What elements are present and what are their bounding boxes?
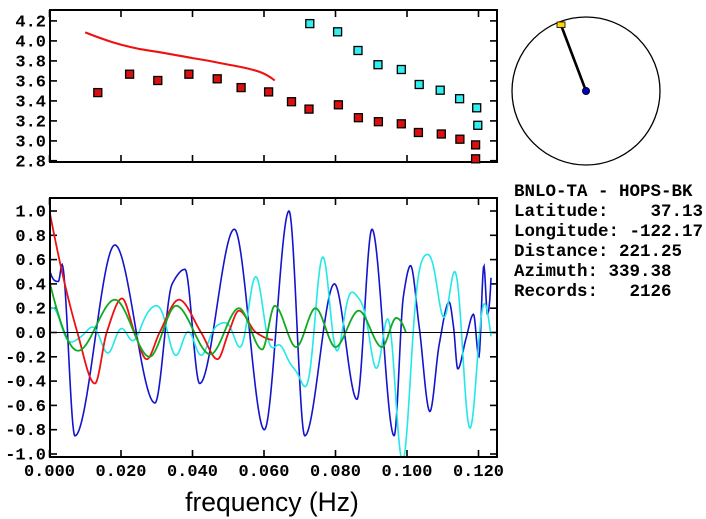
svg-text:-0.6: -0.6 (5, 398, 46, 417)
svg-text:0.040: 0.040 (167, 463, 218, 482)
svg-text:Longitude: -122.17: Longitude: -122.17 (514, 222, 703, 242)
svg-text:Latitude: 37.13: Latitude: 37.13 (514, 202, 703, 222)
svg-text:0.060: 0.060 (238, 463, 289, 482)
svg-text:3.2: 3.2 (15, 114, 46, 133)
svg-text:-0.2: -0.2 (5, 349, 46, 368)
svg-text:3.6: 3.6 (15, 74, 46, 93)
svg-text:3.4: 3.4 (15, 94, 46, 113)
svg-text:frequency (Hz): frequency (Hz) (185, 487, 359, 517)
svg-text:0.0: 0.0 (15, 325, 46, 344)
svg-text:0.8: 0.8 (15, 228, 46, 247)
svg-text:1.0: 1.0 (15, 204, 46, 223)
svg-text:3.8: 3.8 (15, 54, 46, 73)
svg-text:0.120: 0.120 (453, 463, 504, 482)
svg-text:0.2: 0.2 (15, 301, 46, 320)
svg-text:Azimuth: 339.38: Azimuth: 339.38 (514, 262, 672, 282)
svg-text:BNLO-TA - HOPS-BK: BNLO-TA - HOPS-BK (514, 182, 693, 202)
svg-text:0.6: 0.6 (15, 252, 46, 271)
svg-text:0.020: 0.020 (95, 463, 146, 482)
svg-text:-0.4: -0.4 (5, 374, 46, 393)
svg-text:3.0: 3.0 (15, 134, 46, 153)
svg-text:-0.8: -0.8 (5, 422, 46, 441)
svg-text:0.000: 0.000 (24, 463, 75, 482)
svg-text:0.4: 0.4 (15, 276, 46, 295)
svg-text:Records: 2126: Records: 2126 (514, 282, 672, 302)
svg-text:4.0: 4.0 (15, 34, 46, 53)
svg-text:2.8: 2.8 (15, 153, 46, 172)
svg-text:4.2: 4.2 (15, 14, 46, 33)
svg-text:Distance: 221.25: Distance: 221.25 (514, 242, 682, 262)
svg-text:0.100: 0.100 (381, 463, 432, 482)
svg-text:0.080: 0.080 (310, 463, 361, 482)
